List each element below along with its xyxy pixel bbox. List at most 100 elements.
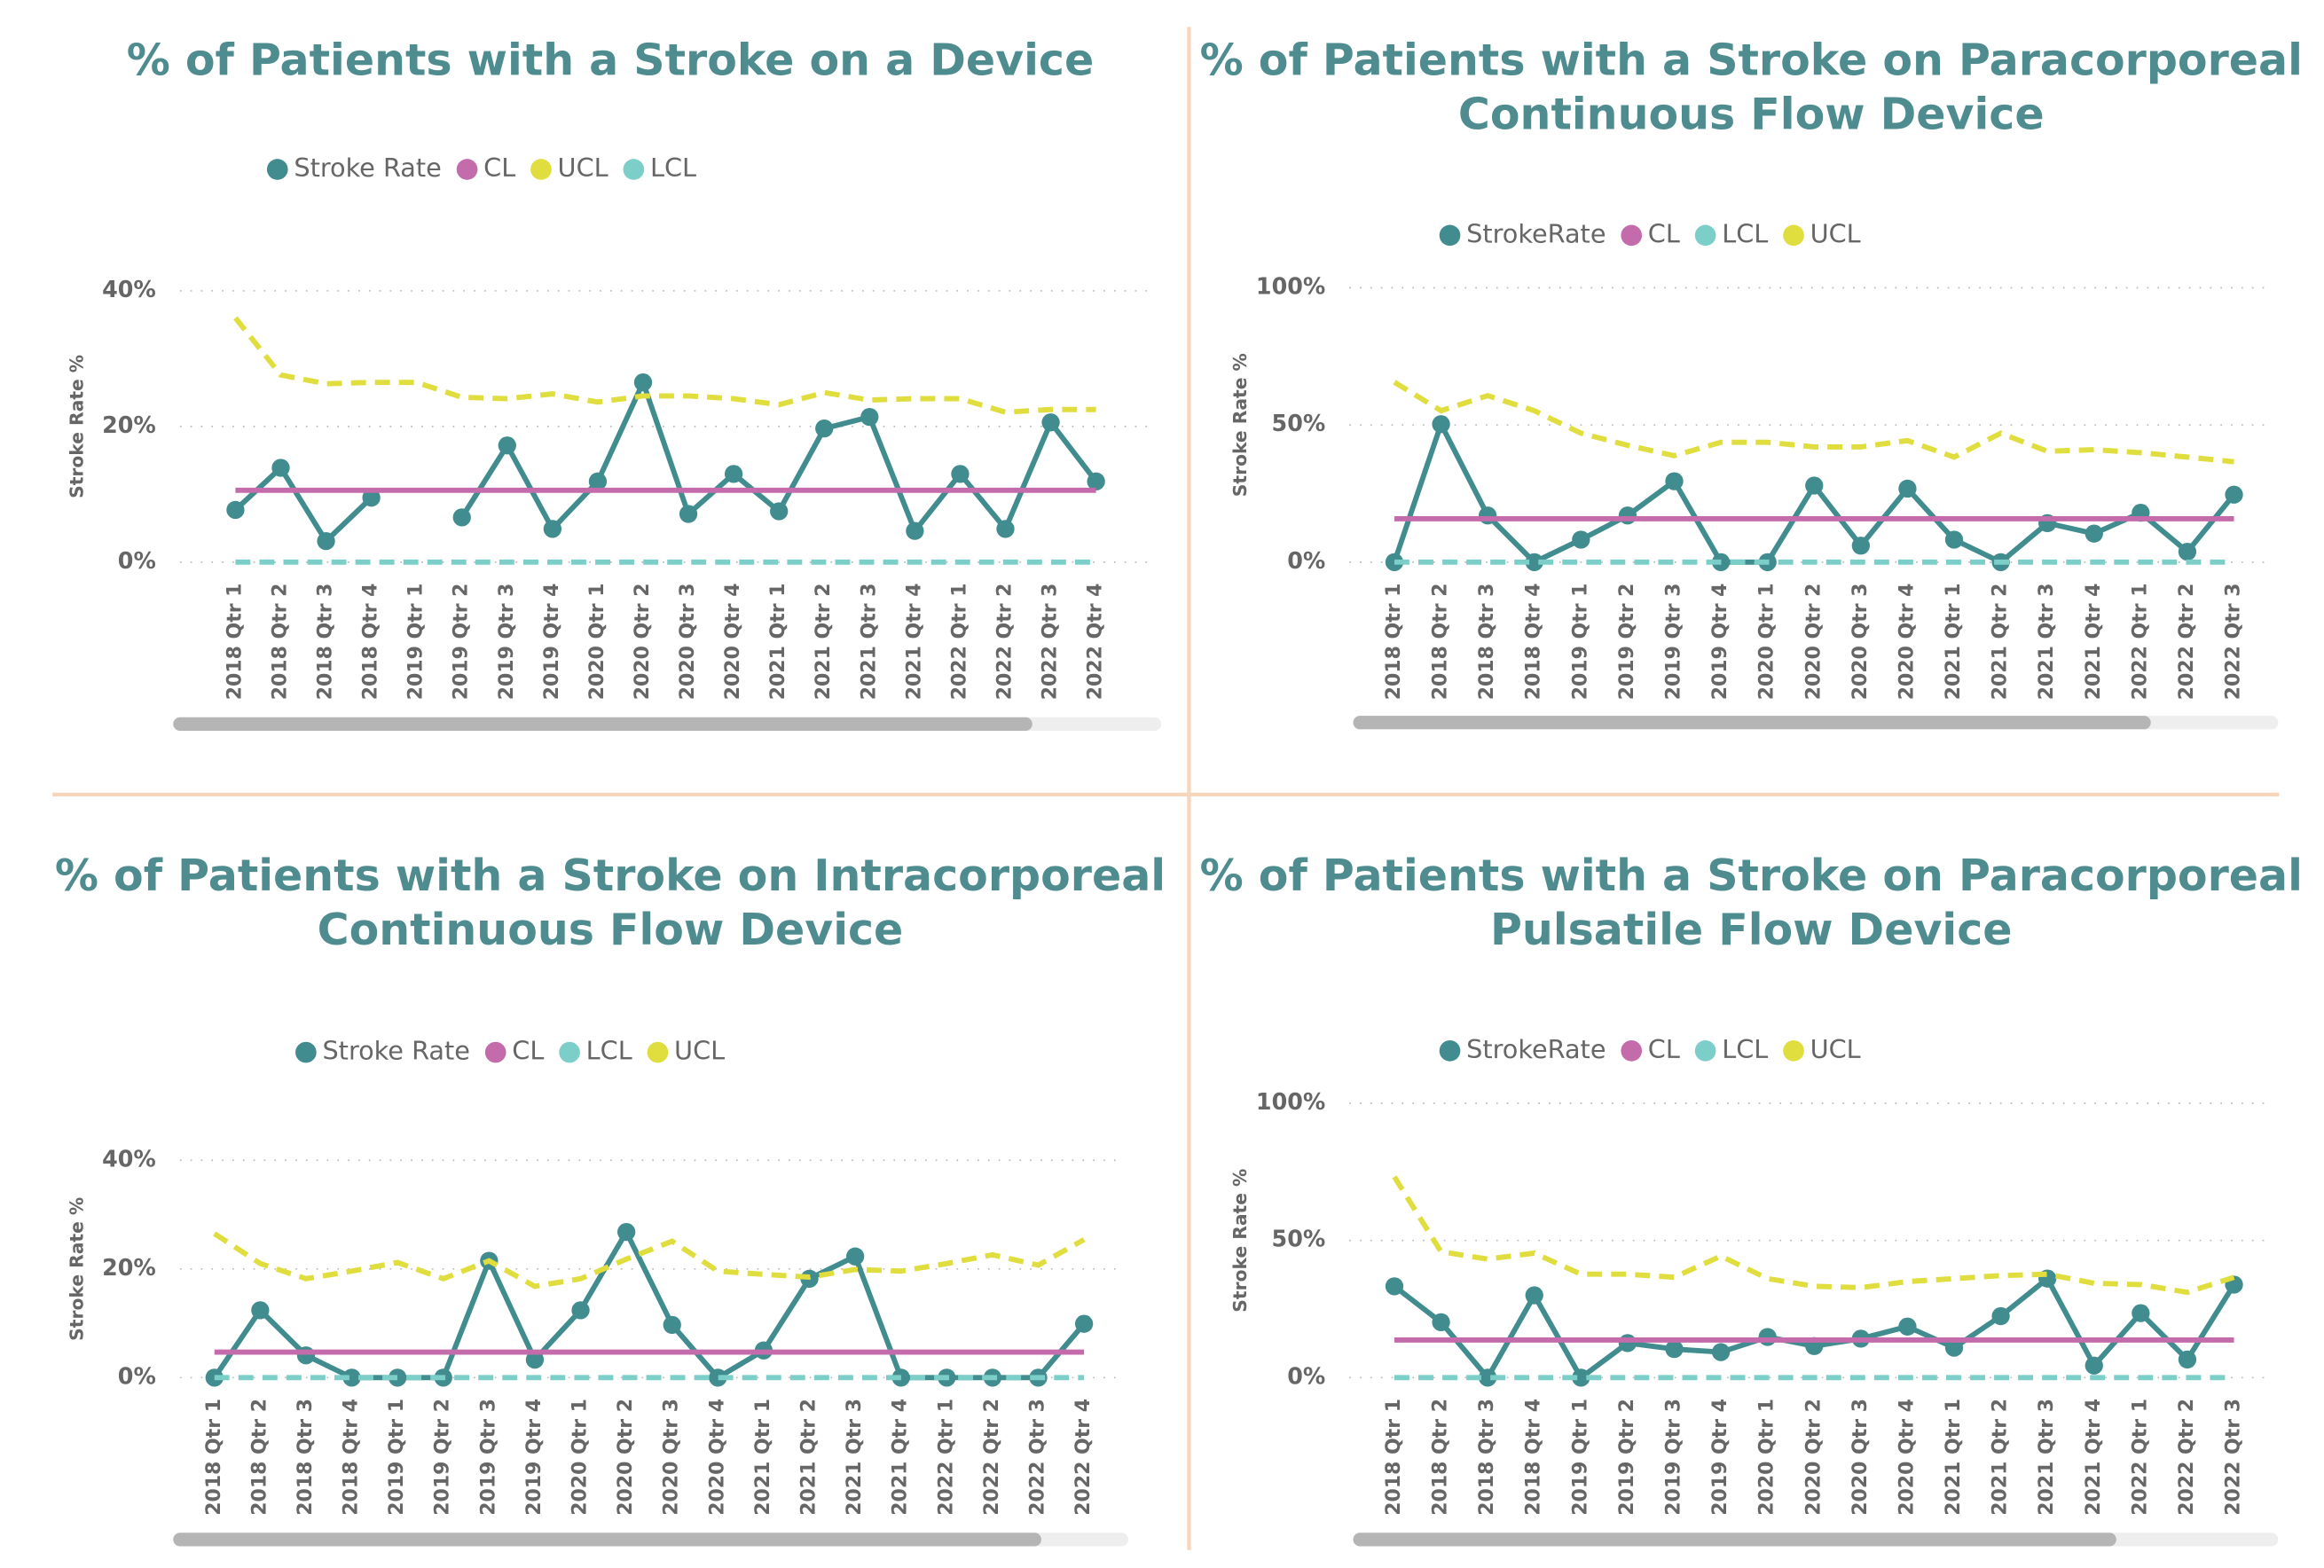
- x-tick-label: 2019 Qtr 3: [477, 1399, 499, 1516]
- x-tick-label: 2022 Qtr 2: [2176, 584, 2198, 701]
- x-tick-label: 2022 Qtr 2: [981, 1399, 1003, 1516]
- x-tick-label: 2018 Qtr 1: [1383, 1399, 1405, 1516]
- legend-marker: [623, 159, 645, 180]
- x-tick-label: 2018 Qtr 2: [248, 1399, 271, 1516]
- data-point: [1991, 1306, 2010, 1326]
- x-tick-label: 2018 Qtr 2: [1430, 1399, 1452, 1516]
- legend-marker: [647, 1041, 669, 1063]
- data-point: [1525, 1286, 1543, 1305]
- data-point: [271, 459, 290, 477]
- x-tick-label: 2019 Qtr 4: [1709, 1399, 1731, 1516]
- x-tick-label: 2020 Qtr 3: [661, 1399, 683, 1516]
- data-point: [226, 500, 245, 520]
- x-tick-label: 2022 Qtr 1: [2129, 1399, 2151, 1516]
- legend-label: LCL: [1722, 1034, 1768, 1064]
- x-tick-label: 2020 Qtr 3: [677, 584, 699, 701]
- data-point: [1898, 479, 1917, 498]
- data-point: [1041, 413, 1060, 432]
- x-tick-label: 2019 Qtr 3: [496, 584, 518, 701]
- x-tick-label: 2020 Qtr 4: [1896, 1399, 1918, 1516]
- data-point: [951, 465, 970, 483]
- y-axis-label: Stroke Rate %: [66, 355, 87, 498]
- x-tick-label: 2021 Qtr 1: [767, 584, 789, 701]
- x-tick-label: 2022 Qtr 3: [1040, 584, 1062, 701]
- data-point: [616, 1222, 636, 1242]
- x-tick-label: 2021 Qtr 3: [858, 584, 880, 701]
- legend-label: LCL: [650, 153, 696, 183]
- x-tick-label: 2021 Qtr 2: [1990, 584, 2012, 701]
- data-point: [1479, 506, 1497, 525]
- data-point: [1432, 1313, 1450, 1331]
- legend-marker: [1439, 1040, 1461, 1062]
- x-tick-label: 2021 Qtr 3: [2036, 1399, 2058, 1516]
- data-point: [342, 1368, 361, 1387]
- data-point: [1758, 1328, 1777, 1346]
- data-point: [1665, 1340, 1684, 1359]
- x-tick-label: 2019 Qtr 4: [1709, 584, 1731, 701]
- x-tick-label: 2018 Qtr 4: [360, 584, 382, 701]
- data-point: [543, 520, 562, 538]
- x-tick-label: 2018 Qtr 1: [224, 584, 246, 701]
- x-tick-label: 2020 Qtr 2: [1802, 584, 1825, 701]
- data-point: [633, 373, 653, 392]
- x-tick-label: 2019 Qtr 3: [1663, 584, 1685, 701]
- data-point: [2085, 1356, 2103, 1375]
- data-point: [1479, 1368, 1497, 1387]
- legend-label: UCL: [1810, 218, 1861, 248]
- data-point: [996, 520, 1015, 538]
- y-tick-label: 40%: [102, 276, 156, 302]
- legend-label: LCL: [1722, 218, 1768, 248]
- x-tick-label: 2019 Qtr 2: [432, 1399, 454, 1516]
- data-point: [770, 502, 789, 521]
- legend-marker: [266, 159, 288, 180]
- x-tick-label: 2020 Qtr 1: [1756, 1399, 1778, 1516]
- data-point: [588, 472, 608, 490]
- y-axis-label: Stroke Rate %: [1229, 1169, 1251, 1313]
- data-point: [525, 1350, 545, 1369]
- x-tick-label: 2022 Qtr 3: [1027, 1399, 1049, 1516]
- chart-title: % of Patients with a Stroke on a Device: [126, 34, 1095, 86]
- data-point: [1618, 506, 1637, 525]
- legend-marker: [1694, 1040, 1716, 1062]
- x-tick-label: 2019 Qtr 4: [541, 584, 563, 701]
- x-tick-label: 2019 Qtr 1: [1569, 584, 1591, 701]
- x-tick-label: 2022 Qtr 4: [1072, 1399, 1095, 1516]
- x-tick-label: 2019 Qtr 1: [386, 1399, 408, 1516]
- data-point: [1618, 1334, 1637, 1352]
- legend-marker: [1621, 1040, 1643, 1062]
- x-tick-label: 2021 Qtr 3: [2036, 584, 2058, 701]
- data-point: [1944, 530, 1964, 549]
- series-line: [1392, 1175, 2235, 1296]
- chart-title: % of Patients with a Stroke on Paracorpo…: [1199, 34, 2303, 140]
- x-tick-label: 2021 Qtr 2: [813, 584, 835, 701]
- x-tick-label: 2019 Qtr 1: [1569, 1399, 1591, 1516]
- series-line: [213, 1231, 1086, 1290]
- data-point: [1898, 1317, 1917, 1336]
- data-point: [362, 489, 381, 507]
- x-tick-label: 2020 Qtr 3: [1849, 1399, 1872, 1516]
- y-tick-label: 40%: [102, 1145, 156, 1172]
- series-line: [1393, 380, 2234, 465]
- x-tick-label: 2020 Qtr 1: [569, 1399, 592, 1516]
- legend-marker: [1621, 224, 1643, 247]
- x-tick-label: 2020 Qtr 4: [722, 584, 744, 701]
- y-axis-label: Stroke Rate %: [66, 1197, 87, 1341]
- x-tick-label: 2018 Qtr 1: [1383, 584, 1405, 701]
- x-tick-label: 2019 Qtr 3: [1663, 1399, 1685, 1516]
- data-point: [724, 465, 743, 483]
- x-tick-label: 2022 Qtr 1: [948, 584, 970, 701]
- title-box: % of Patients with a Stroke on Paracorpo…: [1200, 850, 2303, 954]
- data-point: [845, 1247, 865, 1266]
- y-tick-label: 0%: [118, 1362, 156, 1389]
- data-point: [1711, 1343, 1731, 1361]
- data-point: [860, 408, 879, 427]
- x-tick-label: 2022 Qtr 3: [2223, 1399, 2245, 1516]
- legend-label: UCL: [558, 153, 608, 183]
- x-tick-label: 2021 Qtr 1: [1943, 1399, 1965, 1516]
- legend-marker: [1439, 224, 1461, 247]
- x-tick-label: 2019 Qtr 2: [451, 584, 473, 701]
- data-point: [1432, 415, 1450, 434]
- legend-marker: [1783, 1040, 1804, 1062]
- legend-label: LCL: [586, 1036, 632, 1066]
- data-point: [1074, 1314, 1094, 1333]
